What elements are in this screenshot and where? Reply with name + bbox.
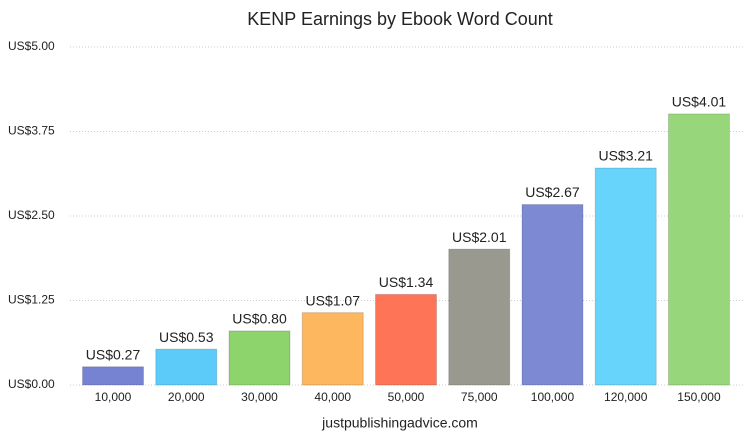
bar — [521, 204, 584, 386]
data-label: US$2.01 — [452, 229, 507, 245]
data-label: US$0.27 — [86, 346, 141, 362]
bar — [448, 248, 511, 386]
y-tick-label: US$1.25 — [8, 293, 55, 307]
x-tick-label: 30,000 — [241, 390, 278, 404]
data-label: US$2.67 — [525, 184, 580, 200]
bar — [82, 366, 145, 386]
data-label: US$3.21 — [598, 148, 653, 164]
chart-title: KENP Earnings by Ebook Word Count — [247, 9, 553, 29]
x-tick-label: 40,000 — [314, 390, 351, 404]
x-tick-label: 150,000 — [677, 390, 721, 404]
y-tick-label: US$0.00 — [8, 377, 55, 391]
bar — [375, 293, 437, 386]
bar — [228, 330, 291, 386]
x-tick-label: 20,000 — [168, 390, 205, 404]
bar — [667, 113, 730, 386]
x-tick-label: 10,000 — [95, 390, 132, 404]
x-tick-label: 50,000 — [388, 390, 425, 404]
bar — [301, 312, 364, 386]
data-label: US$0.80 — [232, 311, 287, 327]
bar — [155, 348, 218, 386]
x-tick-label: 100,000 — [531, 390, 575, 404]
source: justpublishingadvice.com — [321, 415, 478, 431]
data-label: US$0.53 — [159, 329, 214, 345]
y-tick-label: US$2.50 — [8, 208, 55, 222]
x-tick-label: 120,000 — [604, 390, 648, 404]
data-label: US$1.34 — [379, 274, 434, 290]
data-label: US$1.07 — [306, 292, 361, 308]
y-tick-label: US$3.75 — [8, 124, 55, 138]
y-tick-label: US$5.00 — [8, 39, 55, 53]
data-label: US$4.01 — [672, 94, 727, 110]
x-tick-label: 75,000 — [461, 390, 498, 404]
bar — [594, 167, 657, 386]
